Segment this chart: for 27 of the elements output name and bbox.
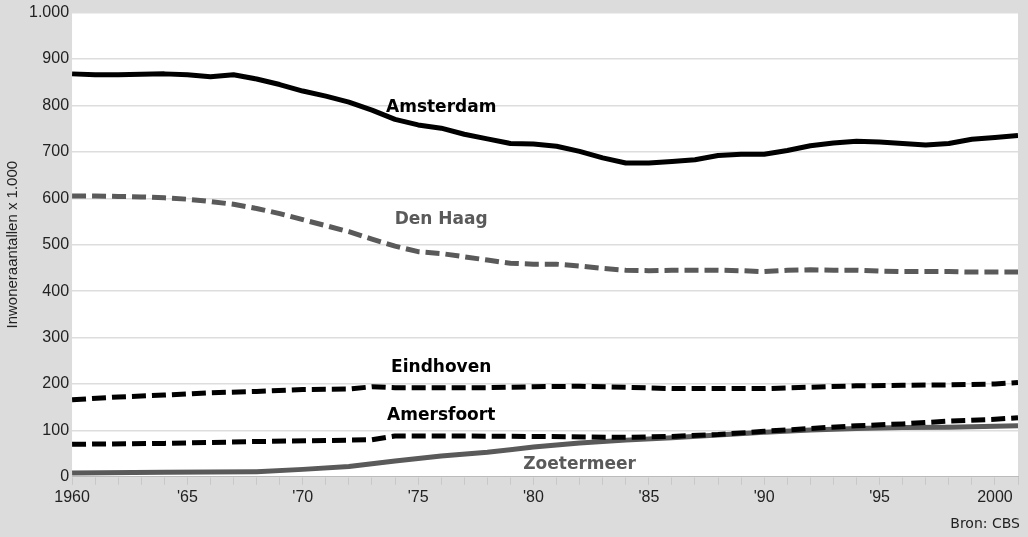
y-tick-label: 700 (42, 142, 70, 160)
y-tick-label: 400 (42, 281, 70, 299)
series-label: Zoetermeer (523, 452, 637, 473)
y-tick-label: 200 (42, 374, 70, 392)
x-tick-label: 1960 (54, 487, 90, 505)
y-tick-label: 1.000 (28, 3, 70, 21)
x-tick-label: '80 (523, 487, 545, 505)
y-tick-label: 600 (42, 188, 70, 206)
x-tick-label: 2000 (977, 487, 1013, 505)
series-label: Amsterdam (386, 96, 497, 117)
series-label: Eindhoven (391, 355, 492, 376)
x-tick-label: '90 (753, 487, 775, 505)
series-label: Amersfoort (387, 403, 496, 424)
series-label: Den Haag (394, 207, 488, 228)
x-tick-label: '75 (407, 487, 429, 505)
x-tick-label: '85 (638, 487, 660, 505)
y-tick-label: 100 (42, 420, 70, 438)
y-axis-title: Inwoneraantallen x 1.000 (3, 160, 21, 329)
y-tick-label: 300 (42, 327, 70, 345)
x-tick-label: '65 (176, 487, 198, 505)
y-tick-label: 800 (42, 95, 70, 113)
text: Bron: CBS (950, 515, 1020, 531)
y-tick-label: 500 (42, 235, 70, 253)
x-tick-label: '70 (292, 487, 314, 505)
y-tick-label: 0 (60, 467, 70, 485)
x-tick-label: '95 (869, 487, 891, 505)
y-tick-label: 900 (42, 49, 70, 67)
